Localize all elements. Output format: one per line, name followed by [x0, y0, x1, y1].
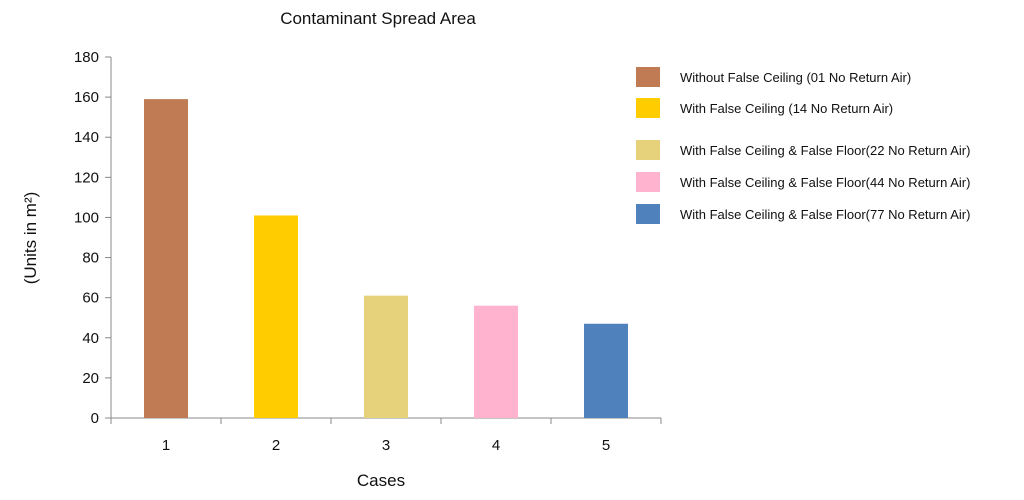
- y-tick-label: 80: [82, 250, 99, 267]
- legend-label: With False Ceiling & False Floor(44 No R…: [680, 175, 970, 190]
- y-tick-label: 180: [74, 49, 99, 66]
- bar-case-3: [364, 295, 408, 418]
- legend-item: Without False Ceiling (01 No Return Air): [636, 67, 911, 87]
- legend-label: With False Ceiling (14 No Return Air): [680, 101, 893, 116]
- y-tick-label: 40: [82, 330, 99, 347]
- x-tick-label: 1: [162, 437, 170, 454]
- chart-title: Contaminant Spread Area: [280, 9, 476, 28]
- y-tick-label: 120: [74, 169, 99, 186]
- legend-label: With False Ceiling & False Floor(22 No R…: [680, 143, 970, 158]
- x-tick-label: 4: [492, 437, 500, 454]
- y-tick-label: 0: [91, 410, 99, 427]
- bar-case-5: [584, 323, 628, 418]
- y-tick-label: 20: [82, 370, 99, 387]
- legend-swatch: [636, 140, 660, 160]
- x-tick-label: 2: [272, 437, 280, 454]
- legend: Without False Ceiling (01 No Return Air)…: [636, 67, 970, 224]
- legend-item: With False Ceiling & False Floor(22 No R…: [636, 140, 970, 160]
- legend-swatch: [636, 98, 660, 118]
- legend-swatch: [636, 204, 660, 224]
- legend-item: With False Ceiling & False Floor(77 No R…: [636, 204, 970, 224]
- y-tick-label: 60: [82, 290, 99, 307]
- legend-label: With False Ceiling & False Floor(77 No R…: [680, 207, 970, 222]
- legend-swatch: [636, 67, 660, 87]
- x-tick-label: 5: [602, 437, 610, 454]
- x-axis-label: Cases: [357, 471, 405, 490]
- legend-label: Without False Ceiling (01 No Return Air): [680, 70, 911, 85]
- x-tick-label: 3: [382, 437, 390, 454]
- bar-case-2: [254, 215, 298, 418]
- y-tick-label: 100: [74, 209, 99, 226]
- legend-item: With False Ceiling (14 No Return Air): [636, 98, 893, 118]
- legend-item: With False Ceiling & False Floor(44 No R…: [636, 172, 970, 192]
- y-tick-label: 160: [74, 89, 99, 106]
- bar-case-1: [144, 99, 188, 418]
- bar-case-4: [474, 305, 518, 418]
- y-tick-label: 140: [74, 129, 99, 146]
- plot-area: 0 20 40 60 80 100 120 140 160 180 1 2 3 4 5: [74, 49, 662, 454]
- legend-swatch: [636, 172, 660, 192]
- y-axis-label: (Units in m²): [21, 192, 40, 285]
